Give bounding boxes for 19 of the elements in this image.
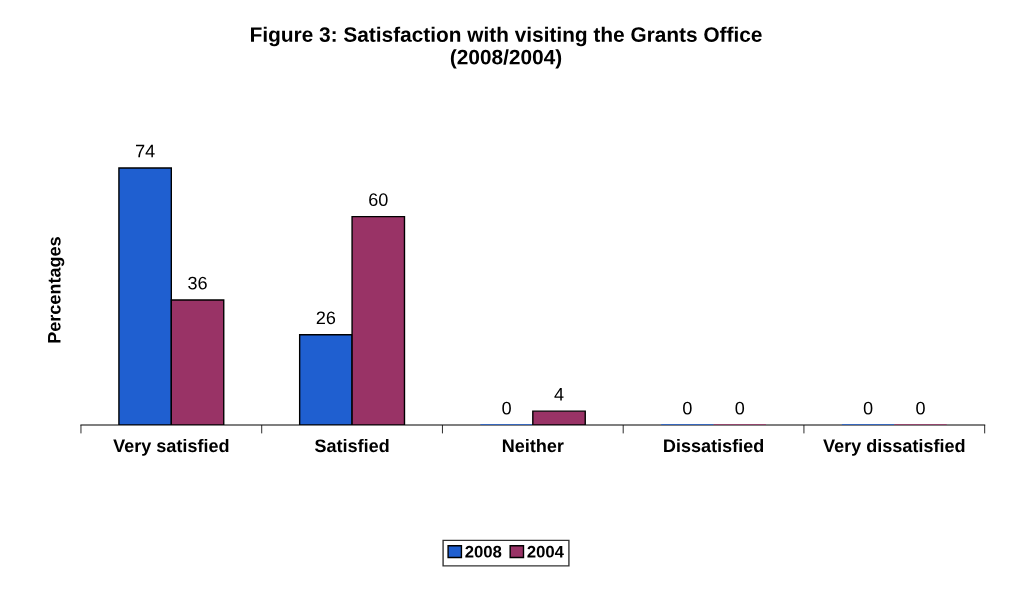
x-tick-label: Very satisfied [113,438,229,456]
data-label: 36 [188,276,207,290]
data-label: 26 [316,311,336,325]
data-label: 0 [916,401,925,415]
data-label: 4 [554,388,564,401]
data-label: 0 [863,401,873,415]
legend-label: 2008 [465,545,502,558]
data-label: 60 [369,193,388,207]
x-tick-label: Satisfied [314,438,389,453]
x-tick-label: Dissatisfied [664,438,764,453]
chart-title: Figure 3: Satisfaction with visiting the Grants Office (2008/2004) [251,26,762,69]
data-label: 0 [735,401,745,415]
x-tick-label: Neither [502,438,564,453]
y-axis-title: Percentages [48,237,65,343]
data-label: 0 [502,401,511,415]
x-tick-label: Very dissatisfied [823,438,965,456]
data-label: 74 [136,144,155,158]
data-label: 0 [683,401,692,415]
legend-label: 2004 [527,545,564,558]
